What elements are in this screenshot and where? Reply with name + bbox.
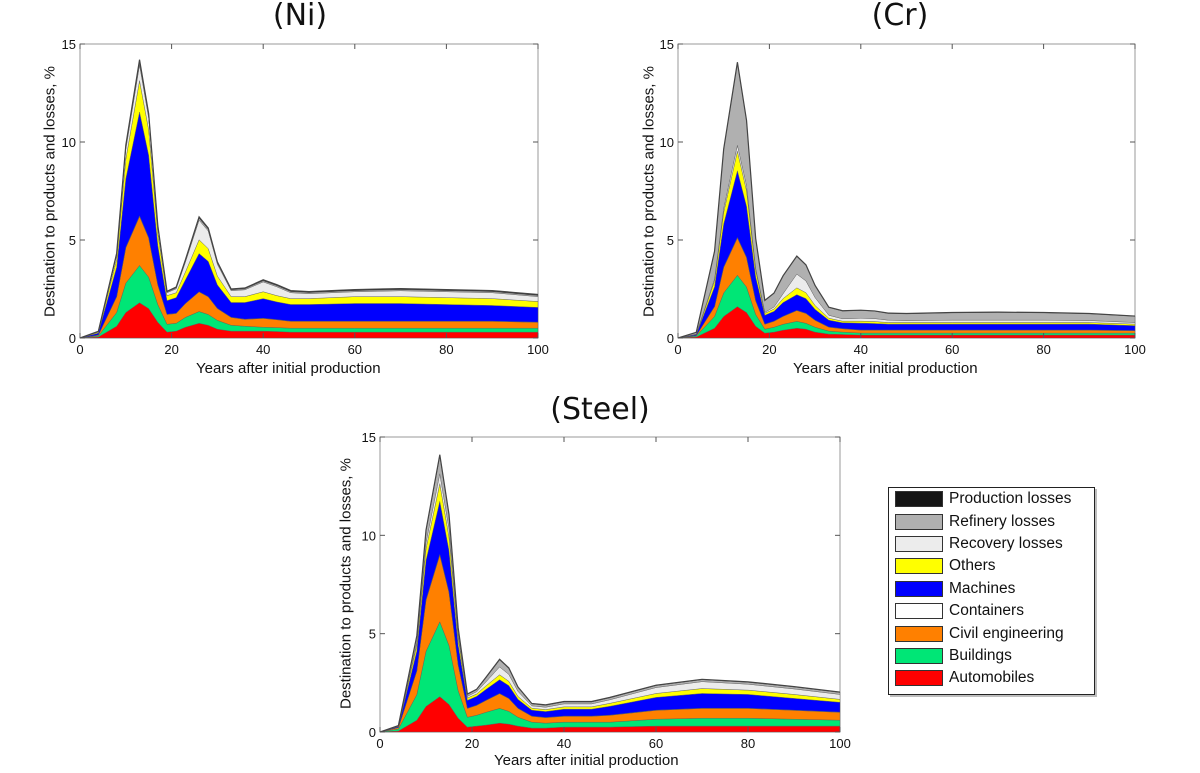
legend-label: Others bbox=[949, 557, 996, 575]
y-tick-label: 10 bbox=[362, 528, 376, 543]
chart-legend: Production losses Refinery losses Recove… bbox=[888, 487, 1095, 695]
y-tick-label: 15 bbox=[660, 37, 674, 52]
chart-panel-cr: (Cr) 0 20 40 60 80 100 0 5 10 15 Destination to p… bbox=[600, 0, 1200, 385]
x-tick-label: 80 bbox=[439, 342, 453, 357]
legend-item: Containers bbox=[889, 600, 1094, 622]
plot-frame bbox=[677, 43, 1136, 339]
chart-plot: 0 20 40 60 80 100 0 5 10 15 bbox=[62, 37, 549, 357]
legend-label: Buildings bbox=[949, 646, 1012, 664]
chart-panel-ni: (Ni) 0 20 40 60 80 100 0 5 10 15 Destination to p… bbox=[0, 0, 600, 385]
legend-label: Containers bbox=[949, 602, 1024, 620]
x-tick-label: 80 bbox=[741, 736, 755, 751]
y-tick-label: 10 bbox=[62, 135, 76, 150]
legend-label: Recovery losses bbox=[949, 534, 1063, 552]
x-axis-label: Years after initial production bbox=[494, 752, 679, 769]
chart-title: (Steel) bbox=[550, 392, 650, 427]
y-tick-label: 5 bbox=[667, 233, 674, 248]
x-tick-label: 0 bbox=[674, 342, 681, 357]
legend-label: Refinery losses bbox=[949, 512, 1055, 530]
legend-item: Others bbox=[889, 555, 1094, 577]
legend-item: Production losses bbox=[889, 488, 1094, 510]
legend-swatch bbox=[895, 580, 943, 597]
chart-plot: 0 20 40 60 80 100 0 5 10 15 bbox=[362, 430, 851, 751]
x-tick-label: 40 bbox=[557, 736, 571, 751]
x-tick-label: 0 bbox=[76, 342, 83, 357]
legend-swatch bbox=[895, 603, 943, 620]
legend-swatch bbox=[895, 558, 943, 575]
legend-item: Buildings bbox=[889, 645, 1094, 667]
legend-swatch bbox=[895, 670, 943, 687]
x-tick-label: 0 bbox=[376, 736, 383, 751]
x-tick-label: 40 bbox=[256, 342, 270, 357]
legend-swatch bbox=[895, 491, 943, 508]
y-tick-label: 5 bbox=[369, 627, 376, 642]
legend-item: Automobiles bbox=[889, 667, 1094, 689]
chart-plot: 0 20 40 60 80 100 0 5 10 15 bbox=[660, 37, 1146, 357]
x-tick-label: 20 bbox=[164, 342, 178, 357]
legend-swatch bbox=[895, 647, 943, 664]
legend-label: Civil engineering bbox=[949, 624, 1064, 642]
chart-title: (Cr) bbox=[871, 0, 929, 33]
y-axis-label: Destination to products and losses, % bbox=[337, 458, 355, 709]
x-tick-label: 100 bbox=[829, 736, 851, 751]
legend-label: Automobiles bbox=[949, 669, 1035, 687]
legend-swatch bbox=[895, 513, 943, 530]
legend-label: Machines bbox=[949, 579, 1016, 597]
legend-item: Machines bbox=[889, 578, 1094, 600]
total-outline bbox=[379, 454, 841, 733]
x-tick-label: 60 bbox=[348, 342, 362, 357]
x-axis-label: Years after initial production bbox=[793, 360, 978, 377]
x-tick-label: 100 bbox=[1124, 342, 1146, 357]
x-tick-label: 80 bbox=[1036, 342, 1050, 357]
legend-item: Refinery losses bbox=[889, 510, 1094, 532]
x-tick-label: 20 bbox=[762, 342, 776, 357]
legend-item: Recovery losses bbox=[889, 533, 1094, 555]
y-tick-label: 15 bbox=[62, 37, 76, 52]
chart-title: (Ni) bbox=[272, 0, 328, 33]
x-tick-label: 60 bbox=[945, 342, 959, 357]
y-axis-label: Destination to products and losses, % bbox=[41, 66, 59, 317]
legend-swatch bbox=[895, 535, 943, 552]
x-tick-label: 20 bbox=[465, 736, 479, 751]
y-tick-label: 5 bbox=[69, 233, 76, 248]
total-outline bbox=[677, 62, 1136, 339]
y-tick-label: 0 bbox=[369, 725, 376, 740]
y-tick-label: 0 bbox=[667, 331, 674, 346]
x-axis-label: Years after initial production bbox=[196, 360, 381, 377]
legend-swatch bbox=[895, 625, 943, 642]
chart-panel-steel: (Steel) 0 20 40 60 80 100 0 5 10 15 Destination t… bbox=[300, 385, 900, 773]
x-tick-label: 60 bbox=[649, 736, 663, 751]
y-tick-label: 10 bbox=[660, 135, 674, 150]
y-tick-label: 0 bbox=[69, 331, 76, 346]
legend-label: Production losses bbox=[949, 490, 1072, 508]
y-tick-label: 15 bbox=[362, 430, 376, 445]
x-tick-label: 100 bbox=[527, 342, 549, 357]
y-axis-label: Destination to products and losses, % bbox=[640, 66, 658, 317]
x-tick-label: 40 bbox=[854, 342, 868, 357]
legend-item: Civil engineering bbox=[889, 622, 1094, 644]
total-outline bbox=[79, 59, 539, 339]
